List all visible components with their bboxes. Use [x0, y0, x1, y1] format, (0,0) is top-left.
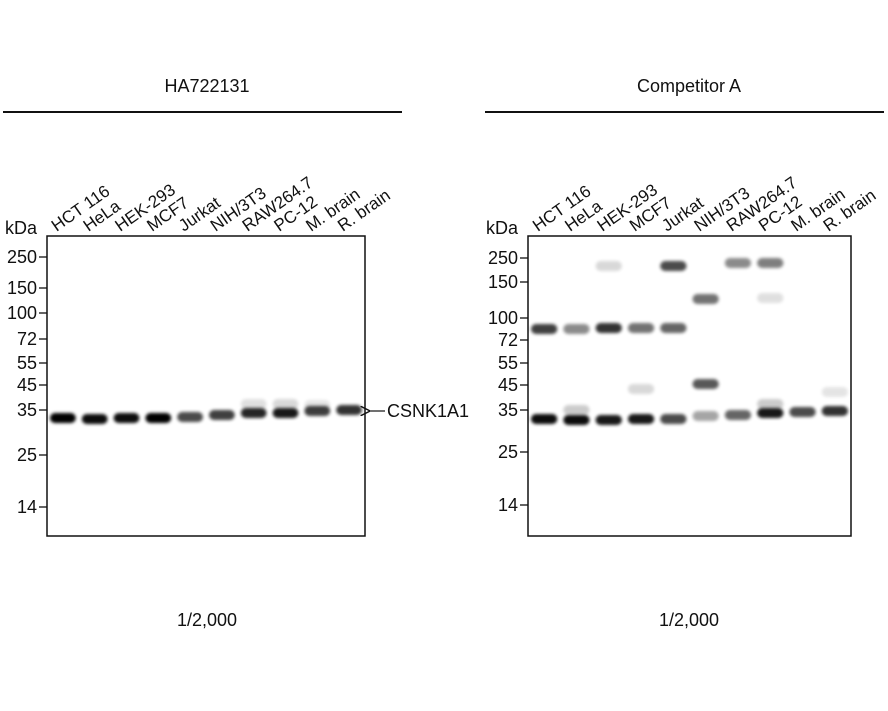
- marker-label: 35: [498, 400, 518, 420]
- marker-label: 45: [17, 375, 37, 395]
- target-label: CSNK1A1: [387, 401, 469, 421]
- band: [789, 407, 816, 417]
- band: [595, 415, 622, 425]
- band: [692, 411, 719, 421]
- band: [757, 293, 784, 303]
- band: [821, 406, 848, 416]
- marker-label: 45: [498, 375, 518, 395]
- band: [757, 399, 784, 409]
- band: [272, 399, 299, 409]
- band: [336, 405, 362, 415]
- band: [145, 413, 172, 423]
- dilution-label: 1/2,000: [659, 610, 719, 630]
- band: [757, 408, 784, 418]
- band: [627, 384, 655, 394]
- band: [240, 408, 267, 418]
- marker-label: 25: [498, 442, 518, 462]
- band: [595, 323, 622, 333]
- band: [563, 415, 590, 425]
- band: [821, 387, 848, 397]
- band: [660, 261, 687, 271]
- band: [209, 410, 235, 420]
- marker-label: 72: [498, 330, 518, 350]
- band: [272, 408, 299, 418]
- band: [660, 414, 687, 424]
- marker-label: 55: [498, 353, 518, 373]
- band: [660, 323, 687, 333]
- band: [81, 414, 108, 424]
- marker-label: 100: [488, 308, 518, 328]
- marker-label: 250: [7, 247, 37, 267]
- band: [692, 379, 719, 389]
- band: [724, 258, 752, 268]
- unit-label: kDa: [486, 218, 519, 238]
- band: [692, 294, 719, 304]
- band: [627, 323, 655, 333]
- marker-label: 250: [488, 248, 518, 268]
- marker-label: 100: [7, 303, 37, 323]
- band: [113, 413, 140, 423]
- band: [724, 410, 752, 420]
- marker-label: 35: [17, 400, 37, 420]
- membrane: [46, 235, 366, 537]
- marker-label: 25: [17, 445, 37, 465]
- panel-title: Competitor A: [637, 76, 741, 96]
- panel-title: HA722131: [164, 76, 249, 96]
- band: [757, 258, 784, 268]
- marker-label: 14: [498, 495, 518, 515]
- marker-label: 72: [17, 329, 37, 349]
- dilution-label: 1/2,000: [177, 610, 237, 630]
- band: [531, 414, 558, 424]
- band: [595, 261, 622, 271]
- band: [563, 405, 590, 415]
- band: [240, 399, 267, 409]
- band: [627, 414, 655, 424]
- marker-label: 150: [7, 278, 37, 298]
- marker-label: 14: [17, 497, 37, 517]
- marker-label: 150: [488, 272, 518, 292]
- membrane: [527, 235, 852, 537]
- marker-label: 55: [17, 353, 37, 373]
- band: [50, 413, 76, 423]
- band: [531, 324, 558, 334]
- band: [177, 412, 203, 422]
- band: [304, 400, 331, 410]
- unit-label: kDa: [5, 218, 38, 238]
- band: [563, 324, 590, 334]
